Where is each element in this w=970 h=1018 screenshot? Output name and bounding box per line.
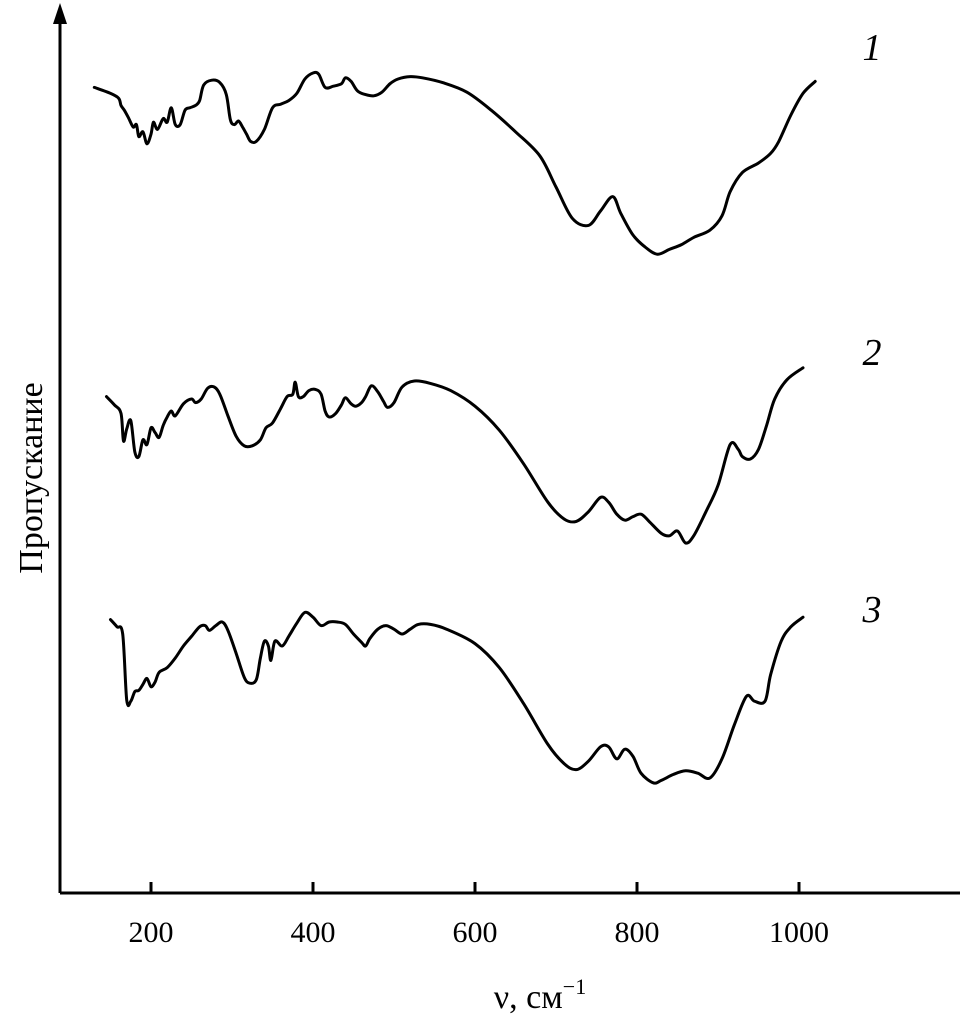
y-axis-arrowhead bbox=[53, 3, 67, 24]
spectrum-line-3 bbox=[109, 610, 805, 785]
y-axis-title: Пропускание bbox=[13, 382, 50, 573]
spectrum-line-1 bbox=[92, 70, 817, 256]
x-tick-label: 1000 bbox=[769, 916, 829, 949]
x-tick-label: 800 bbox=[615, 916, 660, 949]
x-axis-title-unit-power: −1 bbox=[563, 974, 586, 999]
x-axis-ticks: 200 400 600 800 1000 bbox=[129, 882, 829, 949]
y-axis: Пропускание bbox=[13, 3, 67, 893]
x-axis: 200 400 600 800 1000 ν, см−1 bbox=[60, 882, 960, 1016]
spectrum-label-1: 1 bbox=[863, 27, 882, 69]
x-axis-title-text: ν, см bbox=[494, 979, 563, 1016]
series-layer: 1 2 3 bbox=[92, 27, 882, 785]
x-axis-title: ν, см−1 bbox=[494, 974, 586, 1016]
spectrum-line-2 bbox=[105, 366, 805, 545]
x-tick-label: 400 bbox=[291, 916, 336, 949]
x-tick-label: 600 bbox=[453, 916, 498, 949]
spectrum-label-2: 2 bbox=[863, 332, 882, 374]
spectrum-label-3: 3 bbox=[862, 589, 882, 631]
x-tick-label: 200 bbox=[129, 916, 174, 949]
